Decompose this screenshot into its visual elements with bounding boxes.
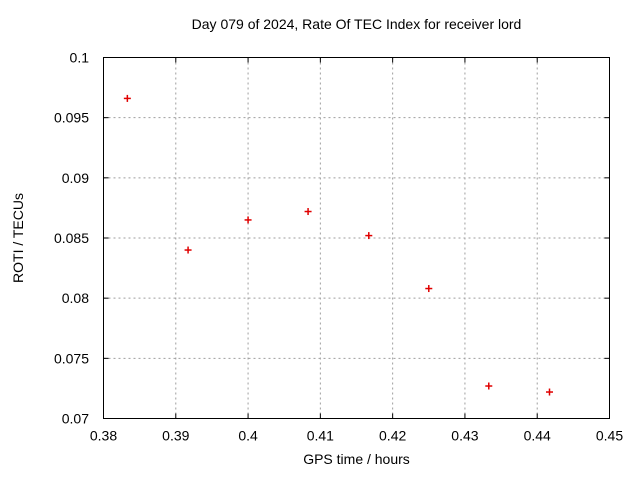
x-tick-label: 0.44	[524, 428, 551, 444]
y-tick-label: 0.09	[62, 170, 89, 186]
data-point	[365, 232, 373, 240]
x-axis-label: GPS time / hours	[303, 451, 410, 467]
y-tick-label: 0.1	[70, 50, 90, 66]
x-tick-label: 0.45	[596, 428, 623, 444]
x-tick-label: 0.38	[90, 428, 117, 444]
x-tick-label: 0.41	[307, 428, 334, 444]
y-tick-label: 0.075	[54, 350, 89, 366]
data-point	[485, 382, 493, 390]
x-tick-label: 0.43	[451, 428, 478, 444]
y-tick-label: 0.07	[62, 411, 89, 427]
y-tick-label: 0.085	[54, 230, 89, 246]
data-point	[244, 216, 252, 224]
y-tick-label: 0.095	[54, 110, 89, 126]
x-tick-label: 0.42	[379, 428, 406, 444]
data-point	[546, 388, 554, 396]
y-tick-label: 0.08	[62, 290, 89, 306]
x-tick-label: 0.4	[238, 428, 258, 444]
data-point	[425, 285, 433, 293]
x-tick-label: 0.39	[162, 428, 189, 444]
data-point	[304, 208, 312, 216]
chart-title: Day 079 of 2024, Rate Of TEC Index for r…	[191, 16, 522, 32]
data-point	[123, 94, 131, 102]
data-point	[184, 246, 192, 254]
